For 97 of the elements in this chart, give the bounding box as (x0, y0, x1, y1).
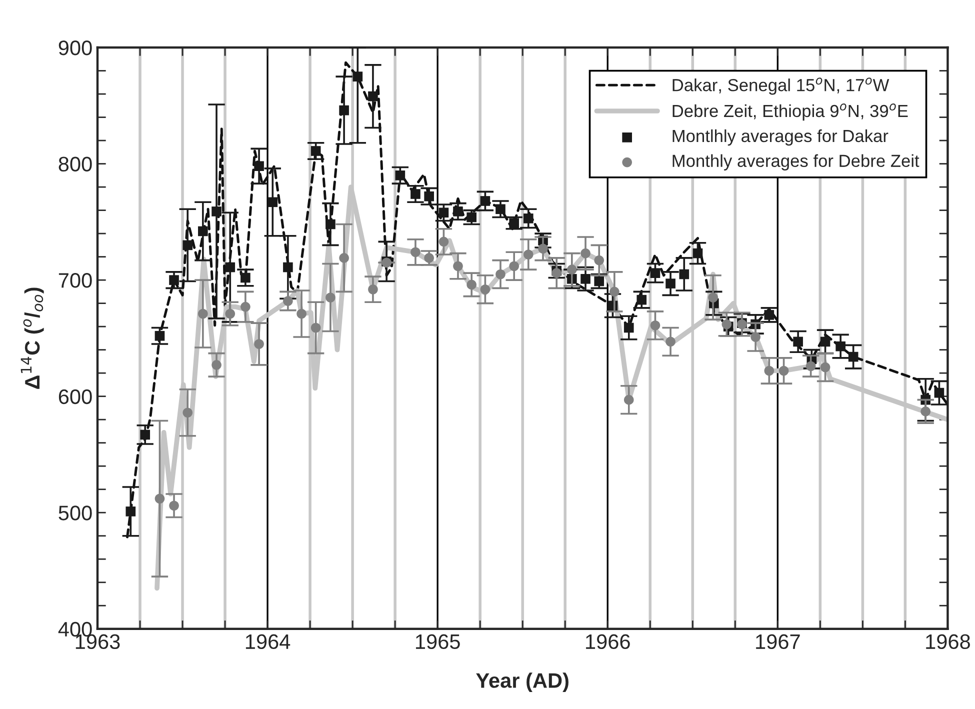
point (254, 339, 264, 349)
point (764, 310, 774, 320)
point (310, 146, 321, 156)
point (240, 302, 250, 312)
point (240, 272, 250, 283)
point (169, 500, 179, 511)
x-tick-label: 1965 (416, 634, 460, 650)
point (538, 244, 548, 254)
point (708, 292, 718, 302)
x-tick-label: 1966 (586, 634, 630, 650)
point (339, 105, 349, 116)
point (580, 274, 590, 284)
point (368, 91, 378, 102)
point (806, 361, 816, 372)
y-axis-title: Δ$^{14}$C ($^{o}$/$_{oo}$) (20, 288, 44, 389)
point (466, 280, 476, 290)
point (679, 269, 690, 280)
x-tick-label: 1967 (756, 634, 800, 650)
point (666, 336, 676, 347)
point (198, 226, 208, 236)
point (169, 275, 179, 285)
point (509, 218, 520, 228)
point (410, 247, 420, 258)
point (268, 197, 278, 208)
point (552, 268, 562, 278)
point (920, 406, 931, 416)
point (624, 322, 634, 333)
y-tick-label: 500 (58, 506, 92, 520)
point (764, 366, 774, 376)
point (848, 352, 858, 362)
point (212, 360, 222, 370)
point (283, 262, 293, 272)
point (212, 206, 222, 216)
point (466, 212, 476, 222)
point (496, 269, 506, 280)
point (509, 261, 520, 272)
point (283, 296, 293, 306)
point (154, 494, 165, 504)
point (836, 341, 846, 352)
point (934, 388, 944, 398)
y-tick-label: 800 (58, 156, 92, 172)
point (666, 278, 676, 288)
y-tick-label: 600 (58, 389, 92, 404)
point (424, 191, 434, 202)
point (453, 206, 463, 216)
point (225, 308, 236, 319)
point (820, 336, 830, 347)
point (254, 161, 264, 172)
point (326, 292, 336, 302)
point (326, 219, 336, 230)
point (225, 262, 236, 272)
point (610, 286, 620, 297)
y-tick-label: 700 (58, 273, 92, 288)
point (580, 248, 590, 258)
point (750, 332, 760, 342)
point (820, 362, 830, 372)
point (410, 189, 420, 199)
legend-label: Dakar, Senegal 15$^{o}$N, 17$^{o}$W (672, 78, 890, 95)
legend-label: Montlhly averages for Dakar (672, 129, 888, 146)
point (368, 284, 378, 294)
point (296, 308, 306, 319)
point (198, 308, 208, 319)
point (395, 170, 406, 180)
point (339, 253, 349, 263)
legend-label: Monthly averages for Debre Zeit (672, 154, 920, 170)
point (692, 248, 703, 258)
point (793, 336, 803, 347)
x-tick-label: 1964 (246, 634, 290, 650)
point (182, 240, 193, 250)
point (140, 430, 150, 440)
point (310, 322, 321, 333)
point (480, 284, 490, 294)
x-axis-title: Year (AD) (476, 672, 568, 692)
point (438, 208, 449, 218)
point (453, 261, 463, 272)
point (624, 394, 634, 405)
point (523, 250, 534, 260)
point (424, 253, 434, 263)
point (650, 268, 660, 278)
point (523, 214, 534, 224)
point (126, 506, 136, 516)
x-tick-label: 1968 (926, 634, 970, 650)
point (594, 255, 604, 266)
point (182, 408, 193, 418)
y-tick-label: 900 (58, 40, 92, 56)
point (594, 276, 604, 286)
point (636, 294, 647, 305)
point (480, 196, 490, 206)
point (650, 320, 660, 330)
point (352, 72, 363, 82)
point (154, 330, 165, 341)
point (567, 264, 577, 274)
legend-label: Debre Zeit, Ethiopia 9$^{o}$N, 39$^{o}$E (672, 104, 908, 121)
point (438, 236, 449, 247)
point (778, 366, 789, 376)
point (722, 319, 732, 330)
point (496, 204, 506, 214)
